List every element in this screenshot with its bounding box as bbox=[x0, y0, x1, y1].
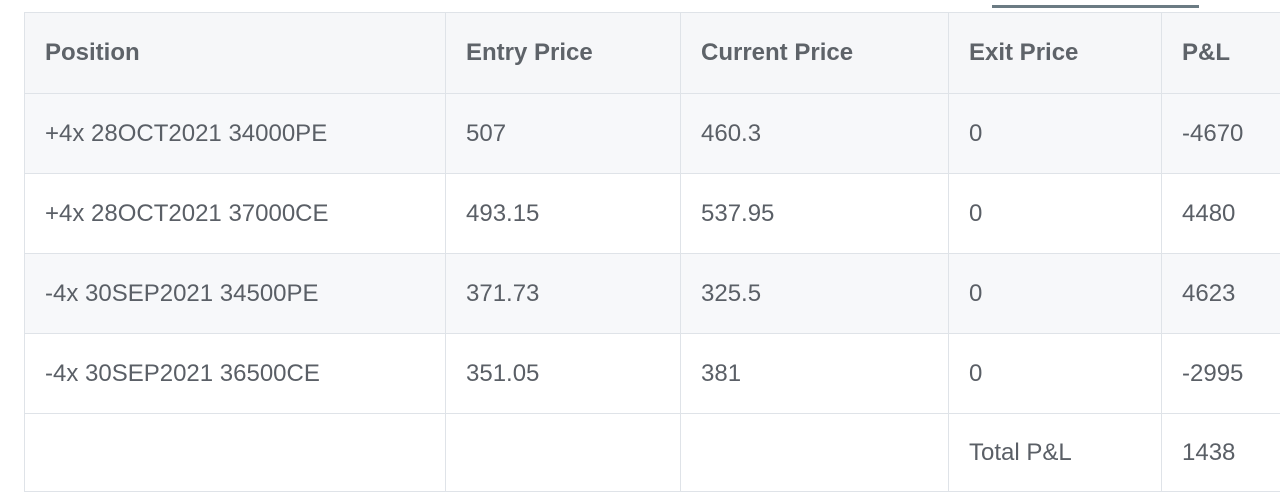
cell-entry-price: 371.73 bbox=[445, 253, 681, 334]
total-empty-cell bbox=[445, 413, 681, 492]
column-header-exit-price[interactable]: Exit Price bbox=[948, 12, 1162, 94]
cell-pnl: 4623 bbox=[1161, 253, 1280, 334]
total-empty-cell bbox=[24, 413, 446, 492]
column-header-current-price[interactable]: Current Price bbox=[680, 12, 949, 94]
total-pnl-label: Total P&L bbox=[948, 413, 1162, 492]
positions-table: Position Entry Price Current Price Exit … bbox=[24, 12, 1280, 492]
cell-position: +4x 28OCT2021 37000CE bbox=[24, 173, 446, 254]
cell-pnl: -2995 bbox=[1161, 333, 1280, 414]
total-pnl-value: 1438 bbox=[1161, 413, 1280, 492]
left-edge-strip bbox=[0, 0, 22, 494]
column-header-position[interactable]: Position bbox=[24, 12, 446, 94]
cell-exit-price: 0 bbox=[948, 173, 1162, 254]
active-tab-indicator bbox=[992, 5, 1199, 8]
cell-entry-price: 351.05 bbox=[445, 333, 681, 414]
cell-current-price: 325.5 bbox=[680, 253, 949, 334]
cell-entry-price: 493.15 bbox=[445, 173, 681, 254]
cell-position: -4x 30SEP2021 36500CE bbox=[24, 333, 446, 414]
column-header-pnl[interactable]: P&L bbox=[1161, 12, 1280, 94]
table-row[interactable]: -4x 30SEP2021 34500PE 371.73 325.5 0 462… bbox=[24, 253, 1280, 334]
cell-current-price: 460.3 bbox=[680, 93, 949, 174]
cell-current-price: 381 bbox=[680, 333, 949, 414]
cell-pnl: 4480 bbox=[1161, 173, 1280, 254]
cell-exit-price: 0 bbox=[948, 333, 1162, 414]
cell-position: +4x 28OCT2021 34000PE bbox=[24, 93, 446, 174]
cell-pnl: -4670 bbox=[1161, 93, 1280, 174]
table-row[interactable]: -4x 30SEP2021 36500CE 351.05 381 0 -2995 bbox=[24, 333, 1280, 414]
total-row: Total P&L 1438 bbox=[24, 413, 1280, 492]
cell-entry-price: 507 bbox=[445, 93, 681, 174]
column-header-entry-price[interactable]: Entry Price bbox=[445, 12, 681, 94]
table-row[interactable]: +4x 28OCT2021 34000PE 507 460.3 0 -4670 bbox=[24, 93, 1280, 174]
table-row[interactable]: +4x 28OCT2021 37000CE 493.15 537.95 0 44… bbox=[24, 173, 1280, 254]
cell-exit-price: 0 bbox=[948, 93, 1162, 174]
cell-position: -4x 30SEP2021 34500PE bbox=[24, 253, 446, 334]
cell-current-price: 537.95 bbox=[680, 173, 949, 254]
total-empty-cell bbox=[680, 413, 949, 492]
cell-exit-price: 0 bbox=[948, 253, 1162, 334]
table-header-row: Position Entry Price Current Price Exit … bbox=[24, 12, 1280, 94]
